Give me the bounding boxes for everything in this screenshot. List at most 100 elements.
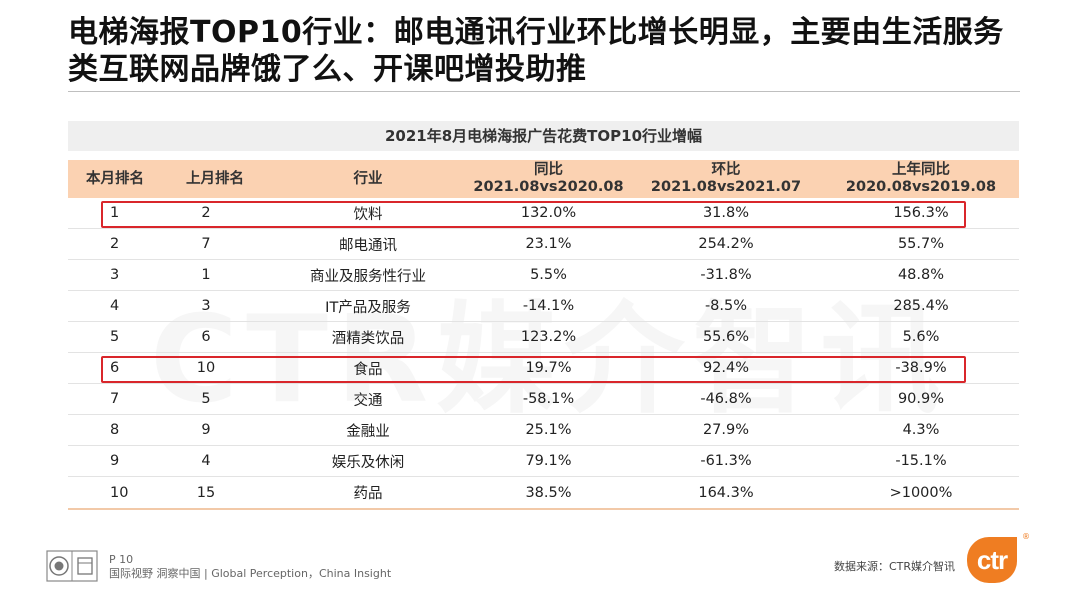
cell-yoy: 123.2%	[520, 329, 577, 345]
cell-industry: 娱乐及休闲	[331, 454, 405, 471]
cell-yoy: 38.5%	[525, 484, 572, 501]
cell-mom: -61.3%	[700, 453, 752, 469]
cell-prev-yoy: 90.9%	[897, 391, 945, 407]
cell-industry: 金融业	[346, 423, 390, 440]
cell-mom: 92.4%	[702, 360, 750, 376]
header-industry: 行业	[268, 160, 468, 198]
table-row: 3 1 商业及服务性行业 5.5% -31.8% 48.8%	[68, 260, 1019, 291]
cell-rank: 9	[110, 453, 120, 469]
header-mom-period: 2021.08vs2021.07	[650, 179, 802, 195]
table-row: 8 9 金融业 25.1% 27.9% 4.3%	[68, 415, 1019, 446]
cell-prev-yoy: 55.7%	[897, 236, 945, 252]
page-number: P 10	[109, 553, 134, 566]
highlight-box-beverages	[101, 201, 966, 228]
cell-mom: -46.8%	[700, 391, 752, 407]
table-caption: 2021年8月电梯海报广告花费TOP10行业增幅	[68, 121, 1019, 151]
cell-last-rank: 6	[201, 329, 211, 345]
cell-mom: 27.9%	[702, 422, 750, 438]
footer-text: P 10 国际视野 洞察中国 | Global Perception，China…	[109, 553, 391, 581]
table-row: 6 10 食品 19.7% 92.4% -38.9%	[68, 353, 1019, 384]
cell-last-rank: 15	[196, 484, 216, 501]
cell-prev-yoy: 285.4%	[893, 298, 949, 314]
cell-yoy: -58.1%	[522, 391, 575, 407]
data-source: 数据来源：CTR媒介智讯	[834, 560, 956, 573]
cell-yoy: 5.5%	[530, 267, 567, 283]
cell-last-rank: 3	[201, 298, 211, 314]
header-prev-yoy-label: 上年同比	[892, 162, 950, 178]
cell-mom: 164.3%	[698, 484, 754, 501]
table-row: 4 3 IT产品及服务 -14.1% -8.5% 285.4%	[68, 291, 1019, 322]
ctr-logo-icon: ctr	[967, 537, 1017, 583]
header-mom: 环比 2021.08vs2021.07	[629, 160, 823, 198]
table-bottom-rule	[68, 508, 1019, 510]
cell-industry: 药品	[353, 486, 383, 502]
cell-prev-yoy: 4.3%	[902, 422, 940, 438]
data-table: 2021年8月电梯海报广告花费TOP10行业增幅 本月排名 上月排名 行业 同比…	[68, 121, 1019, 510]
cell-rank: 2	[110, 236, 120, 252]
cell-rank: 6	[110, 360, 120, 376]
page-title: 电梯海报TOP10行业：邮电通讯行业环比增长明显，主要由生活服务类互联网品牌饿了…	[68, 15, 1004, 87]
cell-prev-yoy: -38.9%	[895, 360, 947, 376]
cell-industry: 商业及服务性行业	[310, 268, 426, 285]
header-yoy-label: 同比	[534, 162, 563, 178]
cell-mom: 55.6%	[702, 329, 750, 345]
cell-last-rank: 1	[201, 267, 211, 283]
cell-rank: 1	[110, 205, 120, 221]
cell-industry: 交通	[353, 392, 383, 409]
table-row: 7 5 交通 -58.1% -46.8% 90.9%	[68, 384, 1019, 415]
table-row: 1 2 饮料 132.0% 31.8% 156.3%	[68, 198, 1019, 229]
cell-prev-yoy: >1000%	[889, 484, 953, 501]
header-rank-last: 上月排名	[162, 160, 268, 198]
cell-last-rank: 4	[201, 453, 211, 469]
cell-industry: 邮电通讯	[339, 237, 397, 254]
header-industry-label: 行业	[353, 170, 383, 187]
header-prev-yoy: 上年同比 2020.08vs2019.08	[823, 160, 1019, 198]
table-header: 本月排名 上月排名 行业 同比 2021.08vs2020.08 环比 2021…	[68, 160, 1019, 198]
cell-yoy: 23.1%	[525, 236, 572, 252]
footer-slogan: 国际视野 洞察中国 | Global Perception，China Insi…	[109, 567, 392, 580]
cell-mom: -31.8%	[700, 267, 752, 283]
cell-yoy: 132.0%	[520, 205, 577, 221]
cell-prev-yoy: 156.3%	[893, 205, 949, 221]
cell-rank: 3	[110, 267, 120, 283]
header-yoy: 同比 2021.08vs2020.08	[468, 160, 629, 198]
header-mom-label: 环比	[711, 162, 741, 178]
cell-rank: 7	[110, 391, 120, 407]
header-rank-this: 本月排名	[68, 160, 162, 198]
cell-rank: 5	[110, 329, 120, 345]
cell-rank: 10	[110, 484, 129, 501]
cell-prev-yoy: -15.1%	[895, 453, 947, 469]
header-rank-last-label: 上月排名	[186, 170, 244, 187]
table-row: 10 15 药品 38.5% 164.3% >1000%	[68, 477, 1019, 508]
header-prev-yoy-period: 2020.08vs2019.08	[845, 179, 997, 195]
table-body: 1 2 饮料 132.0% 31.8% 156.3% 2 7 邮电通讯 23.1…	[68, 198, 1019, 508]
cell-prev-yoy: 48.8%	[897, 267, 945, 283]
table-row: 5 6 酒精类饮品 123.2% 55.6% 5.6%	[68, 322, 1019, 353]
registered-mark: ®	[1022, 532, 1030, 541]
cell-industry: 酒精类饮品	[331, 330, 405, 347]
cell-last-rank: 5	[201, 391, 211, 407]
table-row: 2 7 邮电通讯 23.1% 254.2% 55.7%	[68, 229, 1019, 260]
cell-yoy: -14.1%	[522, 298, 575, 314]
cell-mom: -8.5%	[704, 298, 748, 314]
cell-last-rank: 9	[201, 422, 211, 438]
header-yoy-period: 2021.08vs2020.08	[473, 179, 624, 195]
cell-industry: IT产品及服务	[325, 299, 411, 316]
cell-mom: 31.8%	[702, 205, 750, 221]
cell-rank: 4	[110, 298, 120, 314]
cell-last-rank: 2	[201, 205, 211, 221]
cell-industry: 食品	[353, 361, 383, 378]
title-divider	[68, 91, 1020, 92]
certification-logo-icon	[46, 550, 98, 582]
highlight-box-food	[101, 356, 966, 383]
cell-yoy: 25.1%	[525, 422, 572, 438]
cell-yoy: 19.7%	[525, 360, 572, 376]
cell-prev-yoy: 5.6%	[902, 329, 940, 345]
table-row: 9 4 娱乐及休闲 79.1% -61.3% -15.1%	[68, 446, 1019, 477]
header-rank-this-label: 本月排名	[86, 170, 144, 187]
cell-industry: 饮料	[353, 206, 383, 223]
cell-last-rank: 10	[196, 360, 216, 376]
cell-rank: 8	[110, 422, 120, 438]
cell-mom: 254.2%	[698, 236, 754, 252]
cell-yoy: 79.1%	[525, 453, 572, 469]
